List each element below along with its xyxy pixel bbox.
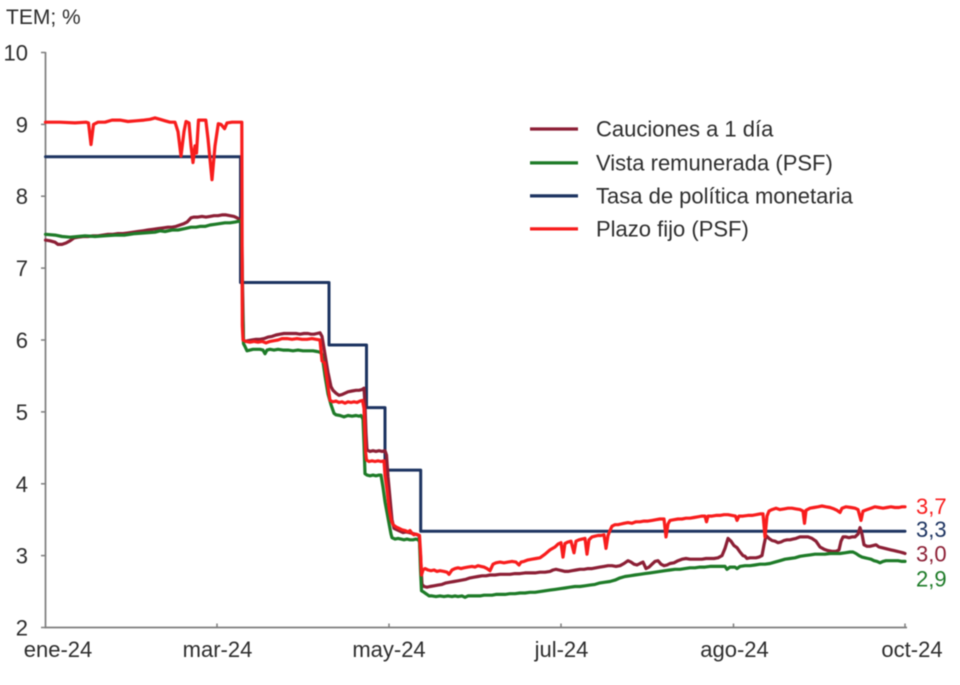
svg-text:4: 4 [16, 472, 28, 497]
svg-text:ene-24: ene-24 [24, 637, 93, 662]
svg-text:2: 2 [16, 616, 28, 641]
svg-text:2,9: 2,9 [916, 566, 947, 591]
svg-text:Cauciones a 1 día: Cauciones a 1 día [596, 117, 774, 142]
svg-text:6: 6 [16, 328, 28, 353]
svg-text:oct-24: oct-24 [881, 637, 942, 662]
svg-text:jul-24: jul-24 [534, 637, 589, 662]
svg-text:8: 8 [16, 184, 28, 209]
svg-text:ago-24: ago-24 [700, 637, 769, 662]
svg-text:mar-24: mar-24 [183, 637, 253, 662]
svg-text:10: 10 [4, 41, 28, 66]
svg-text:3: 3 [16, 544, 28, 569]
svg-text:3,3: 3,3 [916, 517, 947, 542]
svg-text:5: 5 [16, 400, 28, 425]
svg-text:may-24: may-24 [352, 637, 425, 662]
svg-text:3,7: 3,7 [916, 494, 947, 519]
svg-text:9: 9 [16, 112, 28, 137]
svg-text:Plazo fijo (PSF): Plazo fijo (PSF) [596, 216, 749, 241]
svg-text:Vista remunerada (PSF): Vista remunerada (PSF) [596, 150, 833, 175]
svg-text:7: 7 [16, 256, 28, 281]
svg-text:TEM; %: TEM; % [6, 6, 81, 29]
svg-text:Tasa de política monetaria: Tasa de política monetaria [596, 183, 854, 208]
svg-text:3,0: 3,0 [916, 541, 947, 566]
